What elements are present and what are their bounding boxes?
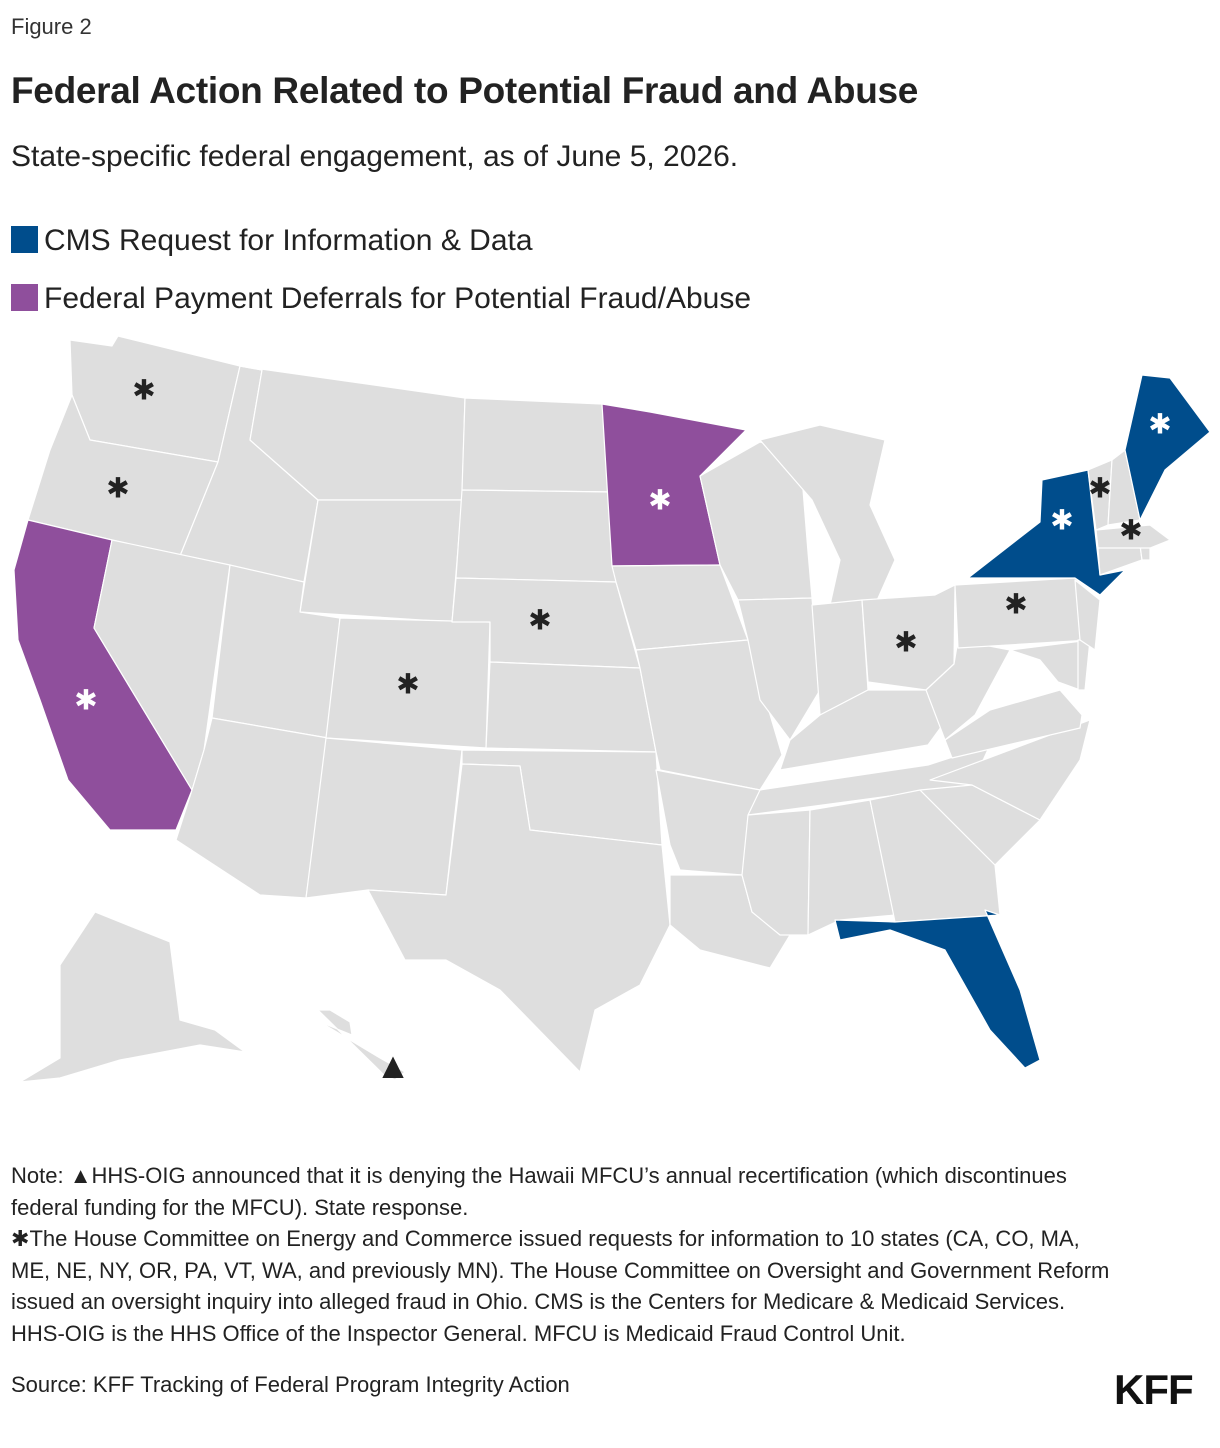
asterisk-icon-mn: ✱ — [648, 484, 671, 517]
state-sd — [455, 489, 617, 583]
asterisk-icon-vt: ✱ — [1088, 472, 1111, 505]
state-ar — [655, 769, 761, 876]
state-md — [1009, 639, 1091, 691]
legend-swatch-cms — [11, 226, 38, 253]
legend: CMS Request for Information & Data Feder… — [11, 212, 1161, 328]
asterisk-icon-or: ✱ — [106, 472, 129, 505]
legend-label-deferral: Federal Payment Deferrals for Potential … — [44, 282, 752, 315]
state-de — [1077, 639, 1091, 691]
asterisk-icon: ✱ — [11, 1226, 30, 1251]
asterisk-icon-me: ✱ — [1148, 408, 1171, 441]
state-nd — [461, 397, 613, 493]
triangle-icon: ▲ — [69, 1163, 92, 1188]
state-wy — [299, 499, 463, 623]
state-nm — [305, 737, 463, 899]
legend-item-cms: CMS Request for Information & Data — [11, 212, 533, 270]
state-va — [944, 689, 1083, 759]
state-ma — [1095, 524, 1171, 549]
triangle-icon-hi: ▲ — [382, 1049, 404, 1082]
chart-subtitle: State-specific federal engagement, as of… — [11, 140, 739, 173]
source-line: Source: KFF Tracking of Federal Program … — [11, 1372, 570, 1397]
state-tx — [367, 763, 671, 1073]
note-asterisk: ✱The House Committee on Energy and Comme… — [11, 1226, 1110, 1346]
state-hi — [317, 1009, 406, 1081]
asterisk-icon-co: ✱ — [396, 668, 419, 701]
legend-label-cms: CMS Request for Information & Data — [44, 224, 533, 257]
asterisk-icon-oh: ✱ — [894, 626, 917, 659]
state-al — [807, 799, 896, 936]
legend-item-deferral: Federal Payment Deferrals for Potential … — [11, 270, 751, 328]
note-triangle: Note: ▲HHS-OIG announced that it is deny… — [11, 1163, 1067, 1220]
kff-logo: KFF — [1114, 1366, 1194, 1413]
asterisk-icon-ny: ✱ — [1050, 504, 1073, 537]
asterisk-icon-ma: ✱ — [1119, 514, 1142, 547]
figure-label: Figure 2 — [11, 14, 92, 39]
legend-swatch-deferral — [11, 284, 38, 311]
us-map: ✱✱✱ ✱✱✱✱✱✱✱✱✱▲ — [13, 335, 1211, 1083]
asterisk-icon-ne: ✱ — [528, 604, 551, 637]
state-ga — [869, 789, 1001, 923]
state-me — [1124, 374, 1211, 521]
state-nj — [1074, 579, 1101, 651]
notes: Note: ▲HHS-OIG announced that it is deny… — [11, 1160, 1111, 1349]
asterisk-icon-pa: ✱ — [1004, 588, 1027, 621]
state-fl — [834, 909, 1041, 1069]
state-ak — [19, 911, 246, 1083]
asterisk-icon-wa: ✱ — [132, 374, 155, 407]
chart-title: Federal Action Related to Potential Frau… — [11, 70, 919, 111]
state-ks — [485, 661, 657, 753]
state-mi — [759, 424, 896, 606]
asterisk-icon-ca: ✱ — [74, 684, 97, 717]
